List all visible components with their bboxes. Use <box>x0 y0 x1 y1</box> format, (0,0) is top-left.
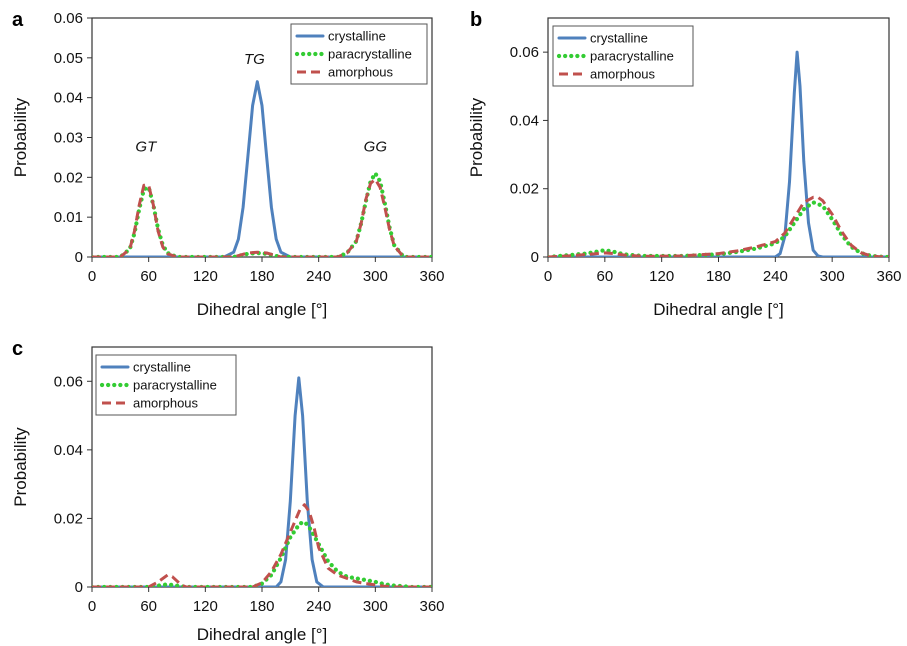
x-tick-label: 360 <box>419 598 444 615</box>
y-tick-label: 0.05 <box>54 50 83 67</box>
series-line-crystalline <box>92 376 432 587</box>
legend-label-paracrystalline: paracrystalline <box>133 378 217 393</box>
y-tick-label: 0.02 <box>54 510 83 527</box>
x-tick-label: 180 <box>706 268 731 285</box>
y-axis-title: Probability <box>11 97 30 177</box>
y-tick-label: 0.06 <box>54 373 83 390</box>
panel-label: a <box>12 9 24 31</box>
x-axis-title: Dihedral angle [°] <box>197 300 328 319</box>
series-line-crystalline <box>92 80 432 257</box>
peak-annotation: TG <box>244 51 265 68</box>
y-tick-label: 0.02 <box>54 169 83 186</box>
legend-label-amorphous: amorphous <box>590 67 656 82</box>
x-tick-label: 180 <box>249 598 274 615</box>
x-tick-label: 240 <box>763 268 788 285</box>
chart-panel-c: 0 60 120 180 240 300 360 0 0.02 0.04 0.06 Dihedral … <box>11 338 445 644</box>
legend-label-crystalline: crystalline <box>133 360 191 375</box>
x-tick-label: 240 <box>306 268 331 285</box>
y-tick-label: 0.01 <box>54 209 83 226</box>
y-tick-label: 0.06 <box>54 10 83 27</box>
series-line-amorphous <box>92 177 432 257</box>
y-tick-label: 0.04 <box>54 90 83 107</box>
x-tick-label: 120 <box>193 598 218 615</box>
y-axis-title: Probability <box>11 427 30 507</box>
x-axis-title: Dihedral angle [°] <box>197 625 328 644</box>
legend-label-paracrystalline: paracrystalline <box>328 47 412 62</box>
y-tick-label: 0 <box>75 579 83 596</box>
legend-label-crystalline: crystalline <box>328 29 386 44</box>
series-line-amorphous <box>548 195 889 257</box>
series-line-paracrystalline <box>92 519 432 587</box>
peak-annotation: GG <box>364 138 388 155</box>
x-tick-label: 300 <box>820 268 845 285</box>
x-tick-label: 60 <box>596 268 613 285</box>
x-tick-label: 300 <box>363 598 388 615</box>
legend: crystalline paracrystalline amorphous <box>290 23 428 85</box>
series-line-paracrystalline <box>548 200 889 257</box>
x-axis-title: Dihedral angle [°] <box>653 300 784 319</box>
panel-label: b <box>470 9 482 31</box>
y-axis-title: Probability <box>467 97 486 177</box>
x-tick-label: 360 <box>419 268 444 285</box>
legend-label-amorphous: amorphous <box>328 65 394 80</box>
x-tick-label: 300 <box>363 268 388 285</box>
y-tick-label: 0.06 <box>510 44 539 61</box>
panel-label: c <box>12 338 23 360</box>
legend: crystalline paracrystalline amorphous <box>95 354 237 416</box>
legend: crystalline paracrystalline amorphous <box>552 25 694 87</box>
legend-label-paracrystalline: paracrystalline <box>590 49 674 64</box>
x-tick-label: 60 <box>140 268 157 285</box>
series-line-crystalline <box>548 50 889 257</box>
x-tick-label: 0 <box>88 268 96 285</box>
y-tick-label: 0 <box>75 249 83 266</box>
legend-label-crystalline: crystalline <box>590 31 648 46</box>
x-tick-label: 240 <box>306 598 331 615</box>
peak-annotation: GT <box>135 138 158 155</box>
y-tick-label: 0.03 <box>54 130 83 147</box>
x-tick-label: 60 <box>140 598 157 615</box>
x-tick-label: 0 <box>544 268 552 285</box>
y-tick-label: 0.02 <box>510 181 539 198</box>
y-tick-label: 0.04 <box>54 442 83 459</box>
y-tick-label: 0.04 <box>510 112 539 129</box>
x-tick-label: 0 <box>88 598 96 615</box>
chart-panel-a: 0 60 120 180 240 300 360 0 0.01 0.02 0.03 0.04 0.05 0… <box>11 9 445 319</box>
x-tick-label: 180 <box>249 268 274 285</box>
y-tick-label: 0 <box>531 249 539 266</box>
series-line-amorphous <box>92 503 432 587</box>
x-tick-label: 360 <box>876 268 901 285</box>
x-tick-label: 120 <box>649 268 674 285</box>
chart-panel-b: 0 60 120 180 240 300 360 0 0.02 0.04 0.06 Dihedral … <box>467 9 902 319</box>
legend-label-amorphous: amorphous <box>133 396 199 411</box>
x-tick-label: 120 <box>193 268 218 285</box>
